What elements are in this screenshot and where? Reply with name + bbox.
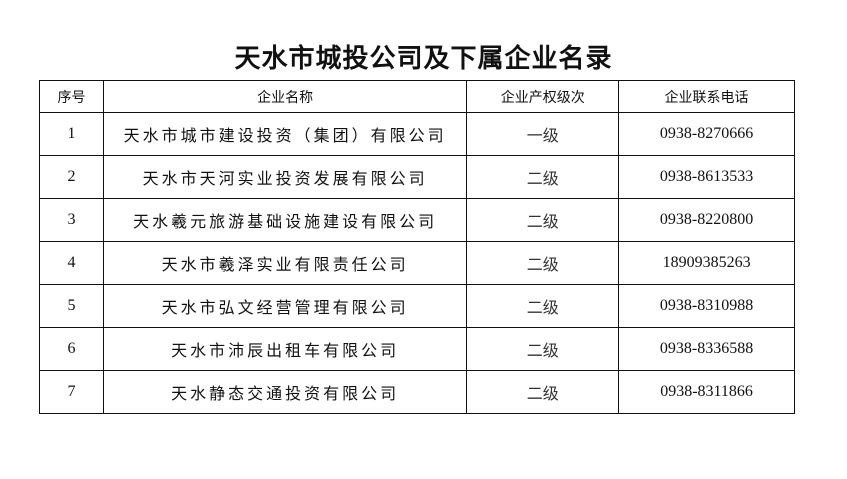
cell-phone: 0938-8311866 (618, 370, 795, 414)
cell-phone: 0938-8336588 (618, 327, 795, 371)
cell-level: 二级 (466, 155, 620, 199)
cell-no: 3 (39, 198, 104, 242)
cell-name: 天水市沛辰出租车有限公司 (102, 327, 468, 371)
table-row: 7 天水静态交通投资有限公司 二级 0938-8311866 (39, 370, 795, 414)
cell-level: 一级 (466, 112, 620, 156)
cell-no: 1 (39, 112, 104, 156)
cell-name: 天水市城市建设投资（集团）有限公司 (102, 112, 468, 156)
cell-phone: 0938-8220800 (618, 198, 795, 242)
cell-phone: 18909385263 (618, 241, 795, 285)
header-no: 序号 (39, 80, 104, 113)
cell-level: 二级 (466, 370, 620, 414)
cell-name: 天水市天河实业投资发展有限公司 (102, 155, 468, 199)
cell-no: 4 (39, 241, 104, 285)
header-name: 企业名称 (102, 80, 468, 113)
table-row: 2 天水市天河实业投资发展有限公司 二级 0938-8613533 (39, 155, 795, 199)
cell-no: 7 (39, 370, 104, 414)
table-row: 6 天水市沛辰出租车有限公司 二级 0938-8336588 (39, 327, 795, 371)
table-row: 5 天水市弘文经营管理有限公司 二级 0938-8310988 (39, 284, 795, 328)
cell-name: 天水静态交通投资有限公司 (102, 370, 468, 414)
cell-phone: 0938-8613533 (618, 155, 795, 199)
table-row: 1 天水市城市建设投资（集团）有限公司 一级 0938-8270666 (39, 112, 795, 156)
cell-level: 二级 (466, 284, 620, 328)
cell-name: 天水羲元旅游基础设施建设有限公司 (102, 198, 468, 242)
cell-no: 6 (39, 327, 104, 371)
table-row: 3 天水羲元旅游基础设施建设有限公司 二级 0938-8220800 (39, 198, 795, 242)
cell-phone: 0938-8270666 (618, 112, 795, 156)
cell-level: 二级 (466, 241, 620, 285)
header-level: 企业产权级次 (466, 80, 620, 113)
document-title: 天水市城投公司及下属企业名录 (234, 44, 613, 73)
company-table: 序号 企业名称 企业产权级次 企业联系电话 1 天水市城市建设投资（集团）有限公司… (39, 80, 795, 414)
header-row: 序号 企业名称 企业产权级次 企业联系电话 (39, 80, 795, 113)
cell-name: 天水市弘文经营管理有限公司 (102, 284, 468, 328)
header-phone: 企业联系电话 (618, 80, 795, 113)
cell-name: 天水市羲泽实业有限责任公司 (102, 241, 468, 285)
table-row: 4 天水市羲泽实业有限责任公司 二级 18909385263 (39, 241, 795, 285)
cell-phone: 0938-8310988 (618, 284, 795, 328)
cell-level: 二级 (466, 198, 620, 242)
cell-level: 二级 (466, 327, 620, 371)
cell-no: 5 (39, 284, 104, 328)
cell-no: 2 (39, 155, 104, 199)
